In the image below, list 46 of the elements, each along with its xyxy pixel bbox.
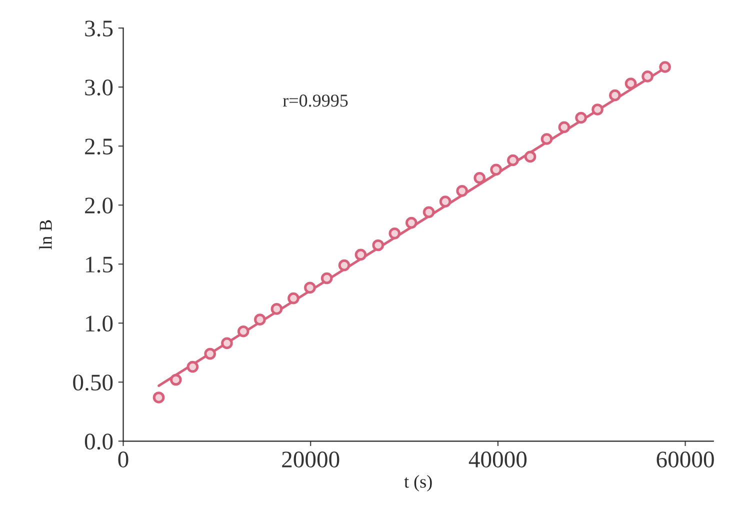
annotation: r=0.9995 bbox=[282, 94, 348, 107]
y-tick-label: 1.5 bbox=[86, 256, 113, 273]
x-tick-label: 20000 bbox=[282, 452, 340, 468]
point bbox=[642, 70, 654, 82]
point bbox=[575, 112, 587, 124]
point bbox=[592, 104, 604, 116]
point bbox=[474, 172, 486, 184]
point bbox=[254, 314, 266, 326]
point bbox=[270, 303, 283, 315]
point bbox=[338, 259, 350, 272]
point bbox=[320, 272, 333, 284]
y-tick-label: 1.0 bbox=[86, 316, 113, 332]
point bbox=[659, 61, 671, 73]
point bbox=[388, 228, 401, 240]
point bbox=[490, 164, 502, 176]
point bbox=[422, 206, 435, 218]
point bbox=[456, 185, 468, 197]
point bbox=[540, 133, 553, 145]
x-axis-title: t (s) bbox=[404, 475, 432, 492]
point bbox=[354, 248, 367, 261]
point bbox=[288, 292, 300, 304]
x-tick-label: 60000 bbox=[656, 452, 714, 468]
point bbox=[609, 89, 621, 102]
point bbox=[152, 392, 165, 404]
point bbox=[204, 348, 216, 360]
point bbox=[524, 150, 536, 163]
point bbox=[507, 154, 519, 166]
point bbox=[170, 374, 182, 386]
y-tick-label: 2.0 bbox=[85, 198, 113, 214]
y-tick-label: 0.0 bbox=[84, 434, 113, 450]
x-tick-label: 0 bbox=[118, 452, 128, 468]
x-tick-label: 40000 bbox=[468, 452, 527, 468]
y-tick-label: 3.5 bbox=[85, 20, 113, 37]
point bbox=[439, 196, 452, 208]
point bbox=[624, 78, 637, 90]
point bbox=[405, 216, 418, 229]
y-axis-title: ln B bbox=[39, 220, 52, 250]
point bbox=[304, 282, 316, 294]
y-tick-label: 3.0 bbox=[85, 80, 113, 96]
y-tick-label: 2.5 bbox=[85, 138, 113, 155]
point bbox=[237, 325, 250, 338]
point bbox=[558, 121, 570, 134]
point bbox=[221, 337, 233, 350]
point bbox=[372, 239, 384, 252]
y-tick-label: 0.50 bbox=[73, 374, 113, 391]
point bbox=[186, 360, 199, 373]
